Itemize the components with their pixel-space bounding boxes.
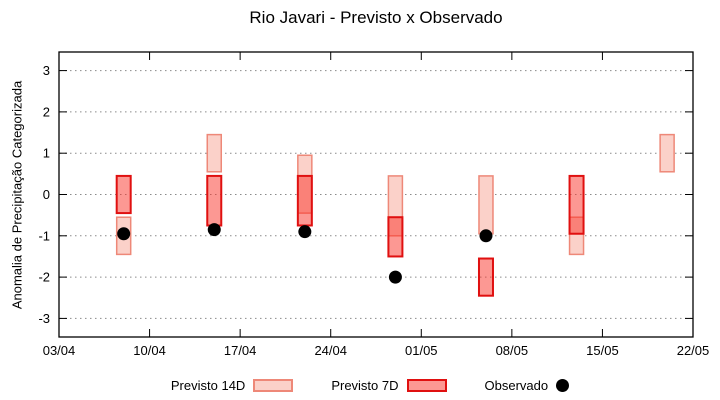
x-tick-label: 08/05 <box>496 343 529 358</box>
previsto-14d-bar <box>206 133 223 173</box>
previsto-7d-bar <box>296 174 313 227</box>
x-tick-label: 15/05 <box>586 343 619 358</box>
legend-label-previsto-14d: Previsto 14D <box>170 377 246 393</box>
x-tick-label: 17/04 <box>224 343 257 358</box>
previsto-14d-swatch <box>253 378 294 392</box>
previsto-7d-bar <box>387 216 404 258</box>
legend-label-previsto-7d: Previsto 7D <box>331 377 399 393</box>
x-tick-label: 22/05 <box>677 343 710 358</box>
observado-dot <box>479 229 493 243</box>
legend-item-previsto-7d: Previsto 7D <box>331 377 447 393</box>
chart-title: Rio Javari - Previsto x Observado <box>249 8 503 27</box>
observado-dot <box>207 223 221 237</box>
legend: Previsto 14D Previsto 7D Observado <box>10 375 720 395</box>
y-tick-label: 3 <box>43 63 50 78</box>
previsto-7d-swatch <box>406 378 447 392</box>
observado-dot <box>298 225 312 239</box>
legend-label-observado: Observado <box>484 377 549 393</box>
y-tick-label: -2 <box>38 270 50 285</box>
previsto-14d-bar <box>659 133 675 173</box>
legend-item-observado: Observado <box>485 378 570 393</box>
observado-dot-swatch <box>556 378 570 392</box>
previsto-7d-bar <box>115 174 132 215</box>
y-tick-label: 0 <box>43 187 50 202</box>
y-tick-label: 2 <box>43 104 50 119</box>
previsto-14d-bar <box>478 175 494 235</box>
x-tick-label: 01/05 <box>405 343 438 358</box>
x-tick-label: 10/04 <box>133 343 166 358</box>
x-tick-label: 24/04 <box>314 343 347 358</box>
previsto-7d-bar <box>206 174 223 227</box>
legend-item-previsto-14d: Previsto 14D <box>170 377 294 393</box>
y-tick-label: -1 <box>38 228 50 243</box>
previsto-7d-bar <box>477 257 494 297</box>
observado-dot <box>388 270 402 284</box>
previsto-7d-bar <box>568 174 585 235</box>
y-tick-label: -3 <box>38 311 50 326</box>
y-tick-label: 1 <box>43 146 50 161</box>
plot-frame <box>58 51 694 338</box>
x-tick-label: 03/04 <box>43 343 76 358</box>
observado-dot <box>117 227 131 241</box>
